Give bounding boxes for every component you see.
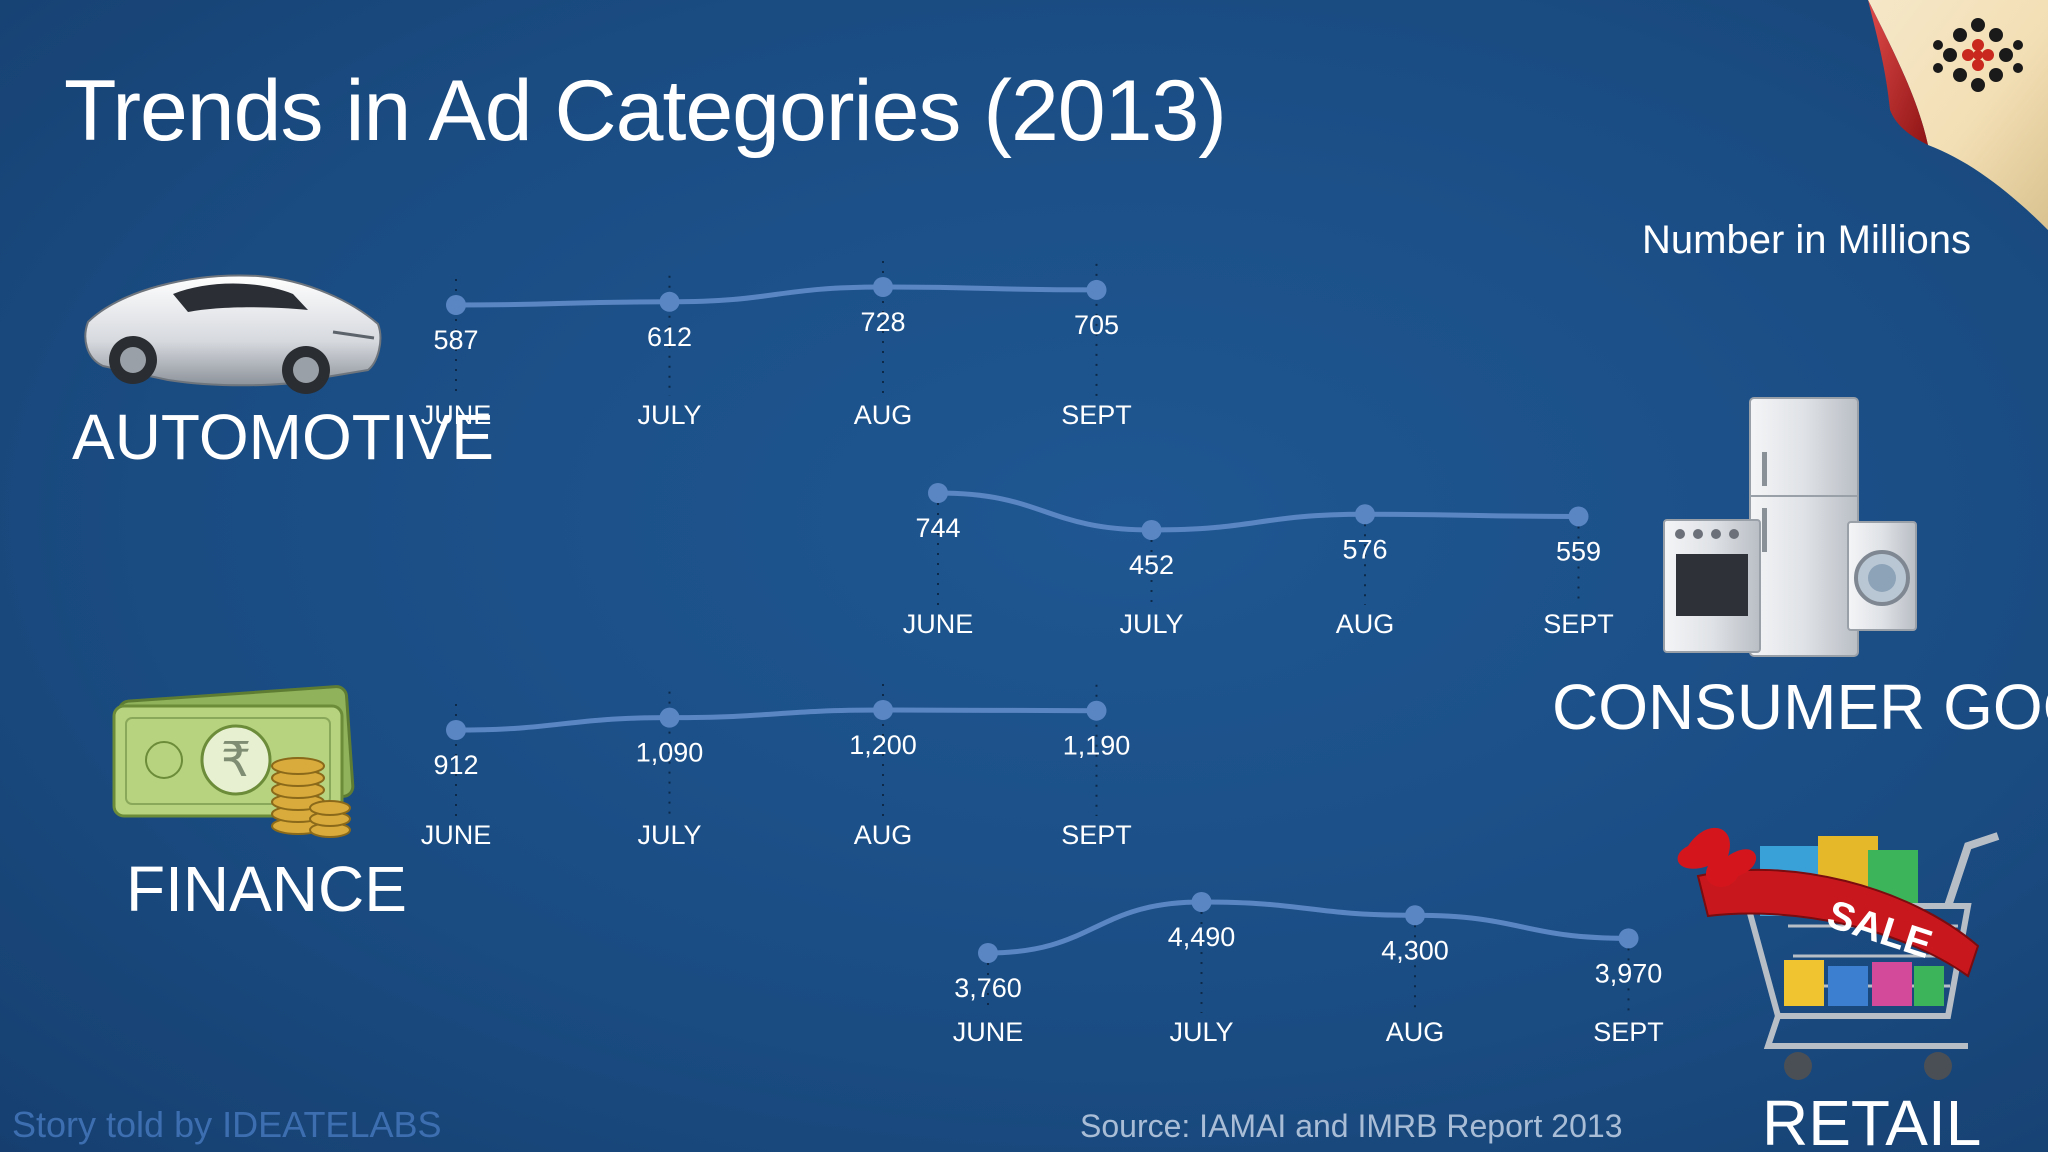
category-tick-label: SEPT <box>1061 820 1132 850</box>
page-title: Trends in Ad Categories (2013) <box>64 63 1227 159</box>
category-label-automotive: AUTOMOTIVE <box>72 401 494 473</box>
data-point <box>659 291 680 312</box>
series-line <box>987 899 1629 956</box>
chart-consumer-goods: 744 JUNE 452 JULY 576 AUG 559 SEPT <box>903 483 1614 639</box>
data-point <box>978 943 998 963</box>
data-point <box>659 707 680 728</box>
data-label: 587 <box>433 325 478 355</box>
category-tick-label: SEPT <box>1593 1017 1664 1047</box>
appliances-icon <box>1663 397 1917 657</box>
category-tick-label: AUG <box>854 820 913 850</box>
data-label: 1,090 <box>636 738 704 768</box>
data-label: 912 <box>433 750 478 780</box>
data-label: 452 <box>1129 550 1174 580</box>
category-tick-label: SEPT <box>1543 609 1614 639</box>
data-label: 1,190 <box>1063 731 1131 761</box>
data-point <box>446 295 466 315</box>
data-point <box>873 700 893 720</box>
footer-source: Source: IAMAI and IMRB Report 2013 <box>1080 1108 1623 1144</box>
svg-text:₹: ₹ <box>221 732 252 788</box>
series-line <box>455 707 1097 733</box>
category-tick-label: JULY <box>1119 609 1183 639</box>
data-label: 3,970 <box>1595 958 1663 988</box>
data-label: 1,200 <box>849 730 917 760</box>
rupee-money-icon: ₹ <box>112 685 355 838</box>
chart-retail: 3,760 JUNE 4,490 JULY 4,300 AUG 3,970 SEPT <box>953 892 1664 1047</box>
data-label: 705 <box>1074 310 1119 340</box>
category-tick-label: JUNE <box>953 1017 1024 1047</box>
data-label: 3,760 <box>954 973 1022 1003</box>
category-tick-label: AUG <box>854 400 913 430</box>
chart-automotive: 587 JUNE 612 JULY 728 AUG 705 SEPT <box>421 261 1132 430</box>
footer-credit: Story told by IDEATELABS <box>12 1104 442 1145</box>
data-point <box>1086 279 1107 300</box>
logo-dots-icon <box>1868 0 2048 230</box>
data-point <box>1086 700 1107 721</box>
data-point <box>1618 928 1639 949</box>
data-label: 4,300 <box>1381 935 1449 965</box>
data-label: 612 <box>647 322 692 352</box>
data-point <box>1191 892 1212 912</box>
category-tick-label: JULY <box>637 400 701 430</box>
category-label-retail: RETAIL <box>1762 1087 1982 1152</box>
category-tick-label: SEPT <box>1061 400 1132 430</box>
data-label: 4,490 <box>1168 922 1236 952</box>
category-tick-label: JULY <box>1169 1017 1233 1047</box>
series-line <box>937 490 1579 533</box>
data-point <box>1141 520 1162 540</box>
data-point <box>1568 506 1589 527</box>
chart-finance: 912 JUNE 1,090 JULY 1,200 AUG 1,190 SEPT <box>421 684 1132 850</box>
data-point <box>1355 504 1375 525</box>
sports-car-icon <box>84 274 382 394</box>
data-point <box>1405 905 1425 926</box>
sale-cart-icon: SALE <box>1677 827 2000 1080</box>
series-line <box>455 284 1097 308</box>
units-note: Number in Millions <box>1642 218 1971 262</box>
category-tick-label: AUG <box>1336 609 1395 639</box>
data-label: 576 <box>1342 534 1387 564</box>
category-tick-label: JUNE <box>903 609 974 639</box>
category-tick-label: JUNE <box>421 820 492 850</box>
data-label: 559 <box>1556 536 1601 566</box>
data-point <box>928 483 948 503</box>
data-label: 728 <box>860 307 905 337</box>
data-label: 744 <box>915 513 960 543</box>
data-point <box>873 277 893 297</box>
data-point <box>446 720 466 740</box>
category-tick-label: JULY <box>637 820 701 850</box>
category-label-consumer-goods: CONSUMER GOODS <box>1552 671 2048 743</box>
category-tick-label: JUNE <box>421 400 492 430</box>
category-label-finance: FINANCE <box>126 853 407 925</box>
category-tick-label: AUG <box>1386 1017 1445 1047</box>
